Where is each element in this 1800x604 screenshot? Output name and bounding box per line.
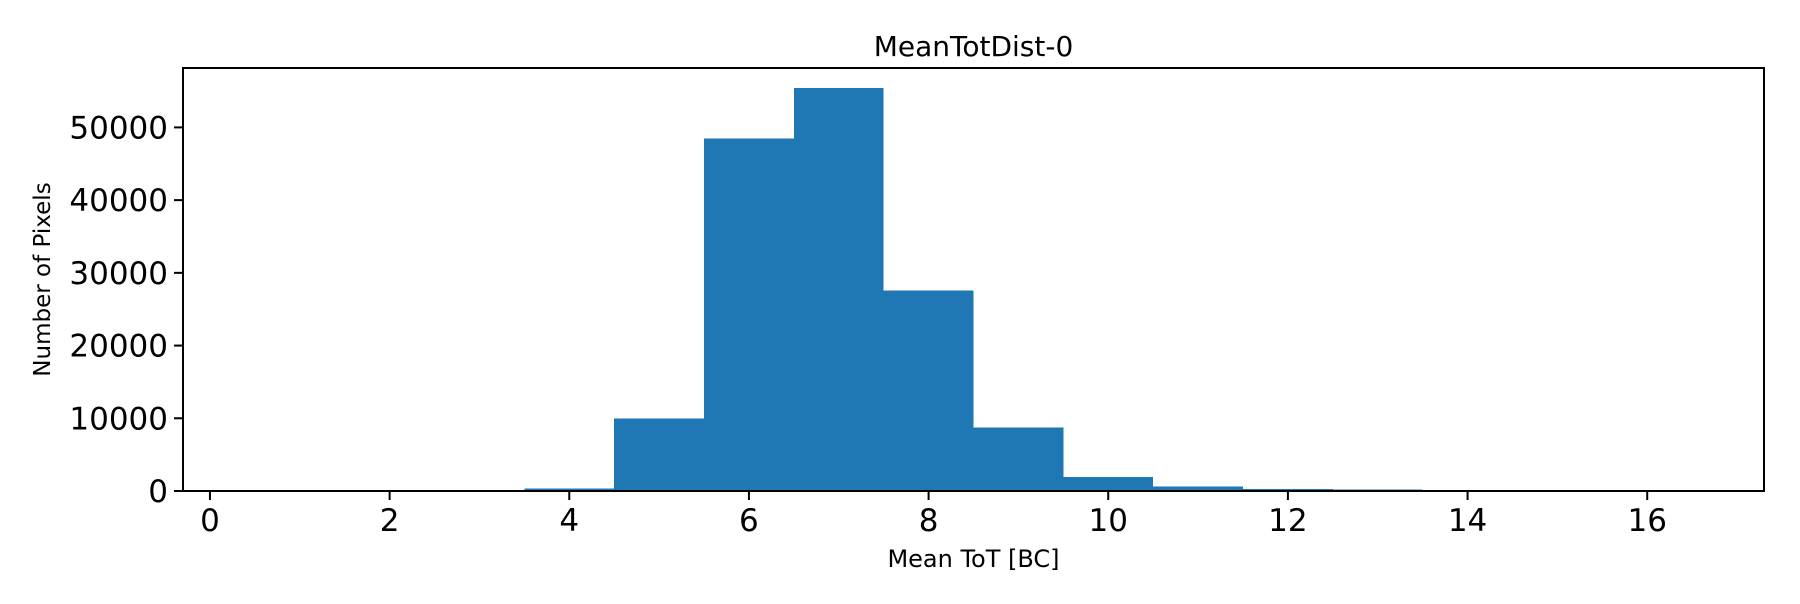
x-tick-label: 8 — [919, 503, 939, 539]
x-tick-label: 14 — [1448, 503, 1487, 539]
x-tick-label: 12 — [1268, 503, 1307, 539]
x-axis-ticks-group: 0 2 4 6 8 10 12 14 16 — [200, 491, 1667, 539]
histogram-bar — [614, 418, 705, 491]
y-tick-label: 50000 — [69, 110, 168, 146]
y-tick-label: 40000 — [69, 183, 168, 219]
x-tick-label: 16 — [1627, 503, 1666, 539]
x-tick-label: 10 — [1089, 503, 1128, 539]
x-tick-label: 2 — [380, 503, 400, 539]
x-tick-label: 6 — [739, 503, 759, 539]
y-tick-label: 0 — [148, 474, 168, 510]
y-tick-label: 10000 — [69, 401, 168, 437]
histogram-bar — [883, 290, 974, 491]
histogram-bar — [1153, 486, 1243, 491]
histogram-bar — [793, 88, 884, 491]
x-axis-label: Mean ToT [BC] — [887, 545, 1059, 573]
histogram-bars-group — [524, 88, 1423, 491]
y-tick-label: 20000 — [69, 329, 168, 365]
histogram-bar — [1063, 477, 1154, 491]
histogram-bar — [704, 138, 794, 491]
x-tick-label: 0 — [200, 503, 220, 539]
y-axis-ticks-group: 0 10000 20000 30000 40000 50000 — [69, 110, 183, 510]
y-axis-label: Number of Pixels — [30, 182, 56, 376]
histogram-bar — [973, 427, 1064, 491]
histogram-bar — [524, 488, 615, 491]
chart-title: MeanTotDist-0 — [874, 30, 1074, 63]
x-tick-label: 4 — [559, 503, 579, 539]
y-tick-label: 30000 — [69, 256, 168, 292]
axes-spines — [182, 67, 1765, 492]
